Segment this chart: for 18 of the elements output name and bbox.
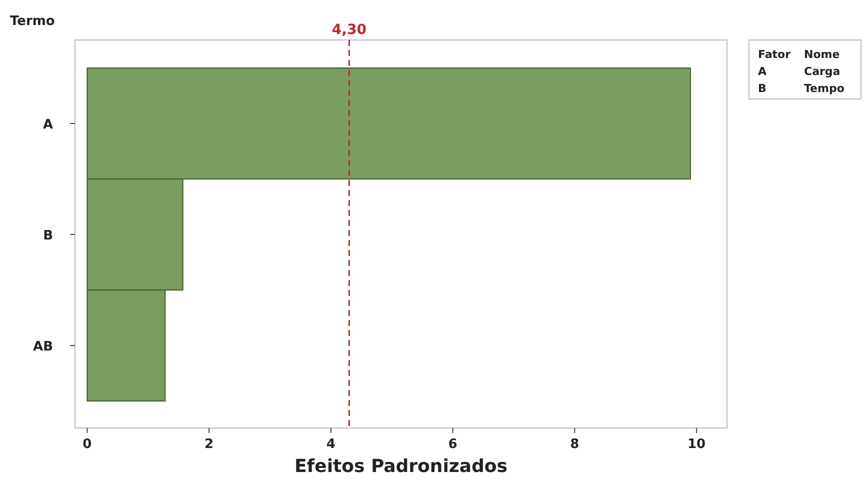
text: Carga — [804, 65, 840, 78]
y-tick-label: A — [42, 118, 53, 132]
x-axis-title: Efeitos Padronizados — [294, 456, 508, 477]
text: B — [758, 82, 766, 95]
x-tick-label: 0 — [82, 437, 92, 452]
x-tick-label: 10 — [687, 437, 706, 452]
text: A — [758, 65, 767, 78]
x-tick-label: 2 — [204, 437, 214, 452]
x-tick-label: 6 — [448, 437, 458, 452]
y-tick-label: B — [43, 228, 53, 244]
x-tick-label: 8 — [570, 437, 580, 452]
text: Nome — [804, 48, 840, 61]
ref-line-label: 4,30 — [332, 22, 367, 38]
x-tick-label: 4 — [326, 437, 336, 452]
text: Fator — [758, 48, 792, 61]
y-axis-title: Termo — [10, 14, 55, 29]
text: Tempo — [804, 82, 845, 95]
y-tick-label: AB — [33, 340, 53, 354]
